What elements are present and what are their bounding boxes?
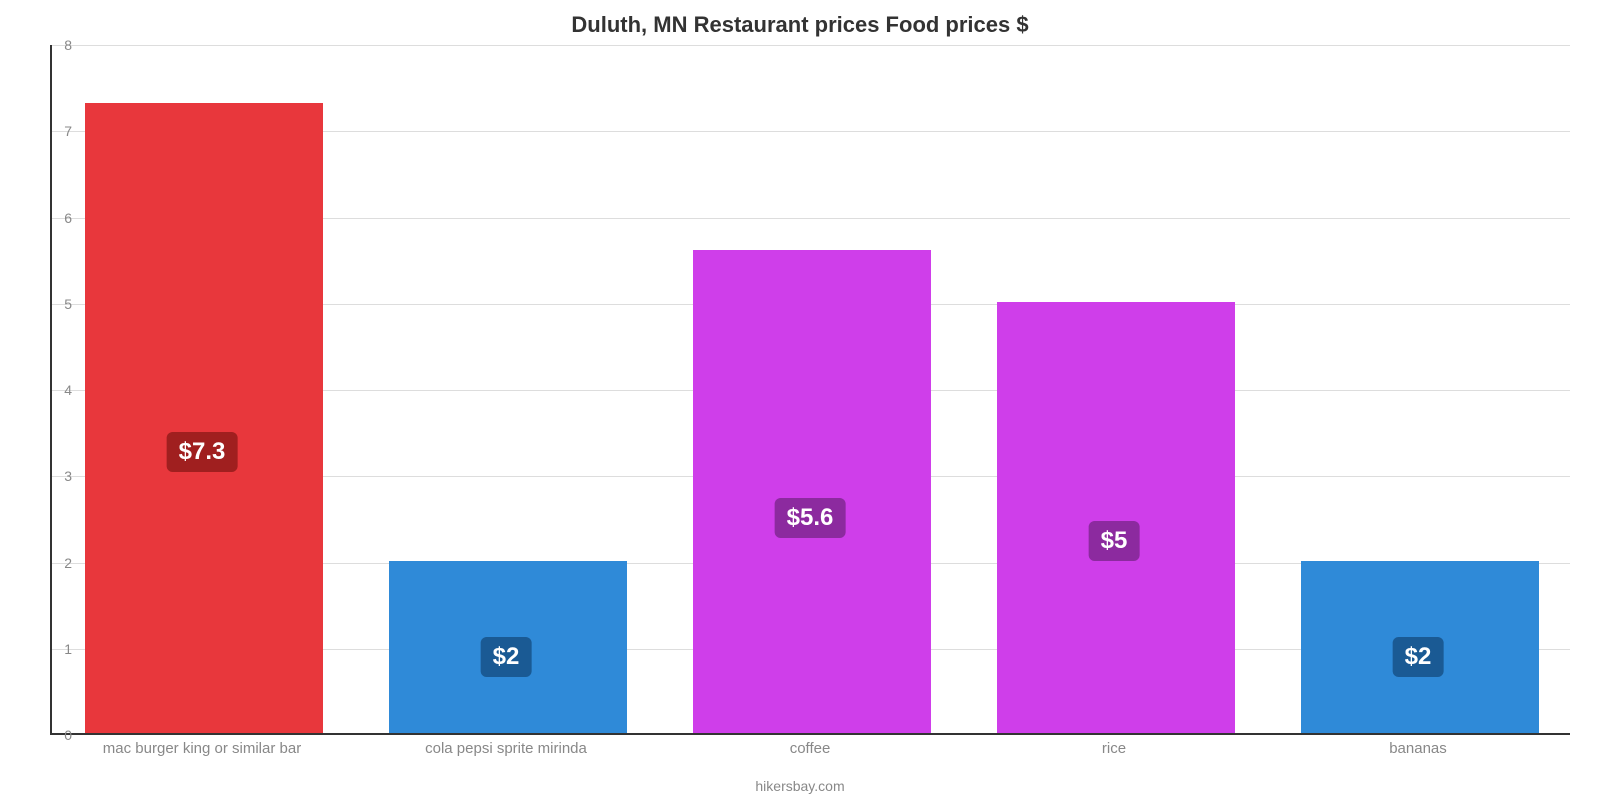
x-axis-label: mac burger king or similar bar [103,740,301,757]
plot-area [50,45,1570,735]
y-tick-label: 4 [42,382,72,398]
y-tick-label: 5 [42,296,72,312]
y-tick-label: 0 [42,727,72,743]
attribution-text: hikersbay.com [0,778,1600,794]
value-badge: $7.3 [167,432,238,472]
y-tick-label: 3 [42,468,72,484]
chart-title: Duluth, MN Restaurant prices Food prices… [0,12,1600,38]
x-axis-label: cola pepsi sprite mirinda [425,740,587,757]
value-badge: $2 [1393,637,1444,677]
y-tick-label: 2 [42,555,72,571]
chart-container: Duluth, MN Restaurant prices Food prices… [0,0,1600,800]
value-badge: $5 [1089,521,1140,561]
y-tick-label: 8 [42,37,72,53]
x-axis-label: coffee [790,740,831,757]
bar [693,250,930,733]
x-axis-label: bananas [1389,740,1447,757]
x-axis-label: rice [1102,740,1126,757]
y-tick-label: 6 [42,210,72,226]
y-tick-label: 1 [42,641,72,657]
bar [997,302,1234,733]
y-tick-label: 7 [42,123,72,139]
value-badge: $2 [481,637,532,677]
bar [85,103,322,733]
grid-line [52,45,1570,46]
value-badge: $5.6 [775,498,846,538]
